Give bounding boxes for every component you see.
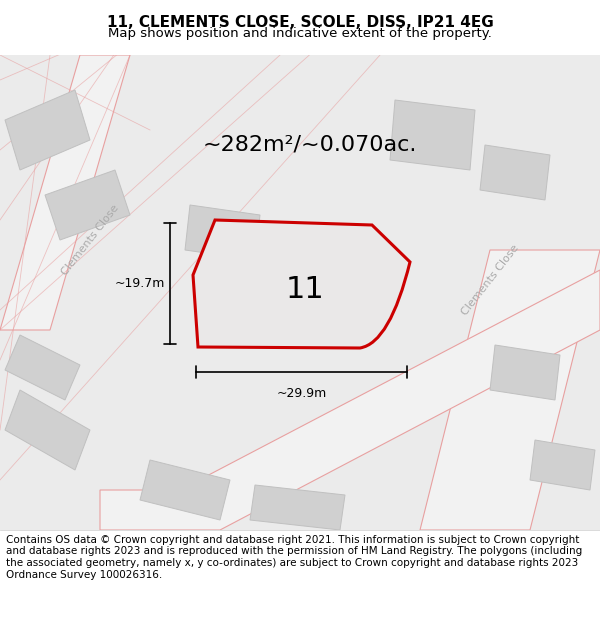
Text: ~19.7m: ~19.7m	[115, 277, 165, 290]
Text: Map shows position and indicative extent of the property.: Map shows position and indicative extent…	[108, 27, 492, 39]
Polygon shape	[250, 485, 345, 530]
Polygon shape	[100, 270, 600, 530]
Text: Contains OS data © Crown copyright and database right 2021. This information is : Contains OS data © Crown copyright and d…	[6, 535, 582, 579]
Polygon shape	[5, 90, 90, 170]
Text: Clements Close: Clements Close	[59, 203, 121, 277]
Text: ~282m²/~0.070ac.: ~282m²/~0.070ac.	[203, 135, 417, 155]
Polygon shape	[5, 390, 90, 470]
Polygon shape	[530, 440, 595, 490]
Text: Clements Close: Clements Close	[460, 243, 521, 317]
PathPatch shape	[193, 220, 410, 348]
Polygon shape	[490, 345, 560, 400]
Polygon shape	[420, 250, 600, 530]
Polygon shape	[5, 335, 80, 400]
Polygon shape	[45, 170, 130, 240]
Polygon shape	[140, 460, 230, 520]
Polygon shape	[0, 55, 130, 330]
Text: 11, CLEMENTS CLOSE, SCOLE, DISS, IP21 4EG: 11, CLEMENTS CLOSE, SCOLE, DISS, IP21 4E…	[107, 16, 493, 31]
Polygon shape	[185, 205, 260, 260]
Polygon shape	[480, 145, 550, 200]
Text: 11: 11	[286, 276, 325, 304]
Polygon shape	[390, 100, 475, 170]
Text: ~29.9m: ~29.9m	[277, 387, 326, 400]
